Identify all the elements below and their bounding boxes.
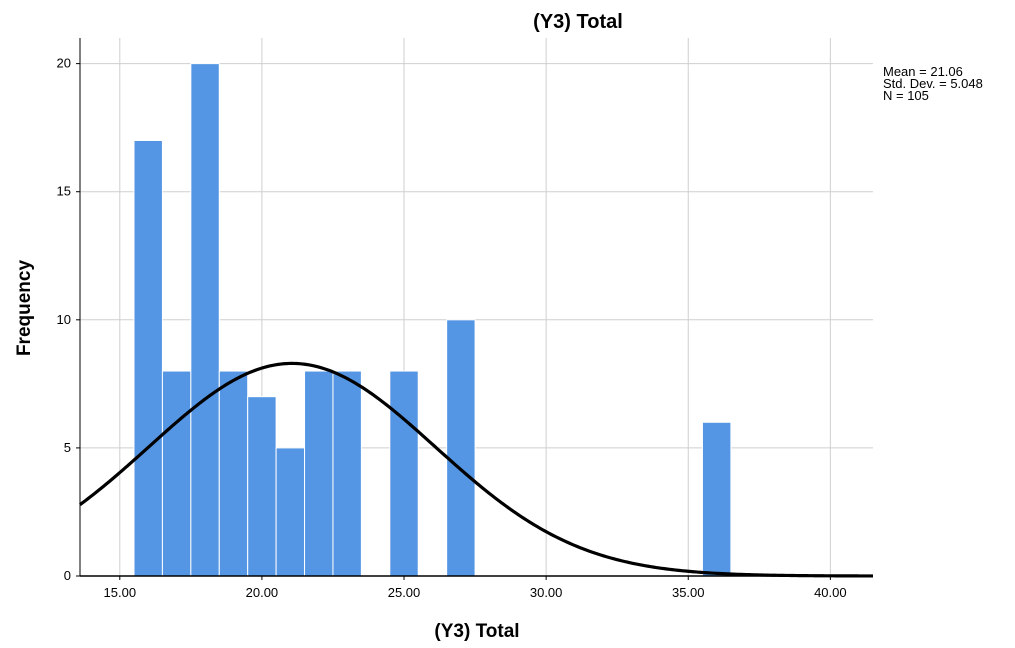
stats-mean: Mean = 21.06 — [883, 64, 963, 79]
normal-curve — [79, 361, 873, 578]
stats-std-dev: Std. Dev. = 5.048 — [883, 76, 983, 91]
x-tick-label: 35.00 — [672, 585, 705, 600]
y-tick-label: 20 — [57, 56, 71, 71]
x-tick-label: 30.00 — [530, 585, 563, 600]
histogram-bar — [218, 370, 249, 577]
axes — [76, 38, 873, 580]
x-tick-label: 25.00 — [388, 585, 421, 600]
y-tick-label: 0 — [64, 568, 71, 583]
y-axis-label: Frequency — [14, 260, 35, 357]
histogram-bar — [446, 319, 476, 577]
histogram-bar — [190, 63, 220, 577]
histogram-bar — [304, 370, 334, 577]
histogram-bar — [247, 396, 277, 577]
histogram-bar — [133, 139, 163, 577]
histogram-bar — [161, 370, 192, 577]
x-tick-label: 20.00 — [246, 585, 279, 600]
histogram-bar — [389, 370, 419, 577]
x-axis-label: (Y3) Total — [434, 621, 519, 642]
histogram-bar — [701, 421, 732, 577]
normal-curve-layer — [79, 361, 873, 578]
histogram-bars — [133, 63, 732, 577]
tick-labels: 15.00 20.00 25.00 30.00 35.00 40.00 0 5 10 15 20 — [57, 56, 847, 600]
histogram-bar — [332, 370, 362, 577]
y-tick-label: 10 — [57, 312, 71, 327]
x-tick-label: 15.00 — [104, 585, 137, 600]
histogram-bar — [275, 447, 306, 577]
x-tick-label: 40.00 — [814, 585, 847, 600]
y-tick-label: 15 — [57, 184, 71, 199]
y-tick-label: 5 — [64, 440, 71, 455]
stats-n: N = 105 — [883, 88, 929, 103]
chart-title: (Y3) Total — [533, 11, 623, 33]
stats-box: Mean = 21.06 Std. Dev. = 5.048 N = 105 — [883, 64, 983, 103]
